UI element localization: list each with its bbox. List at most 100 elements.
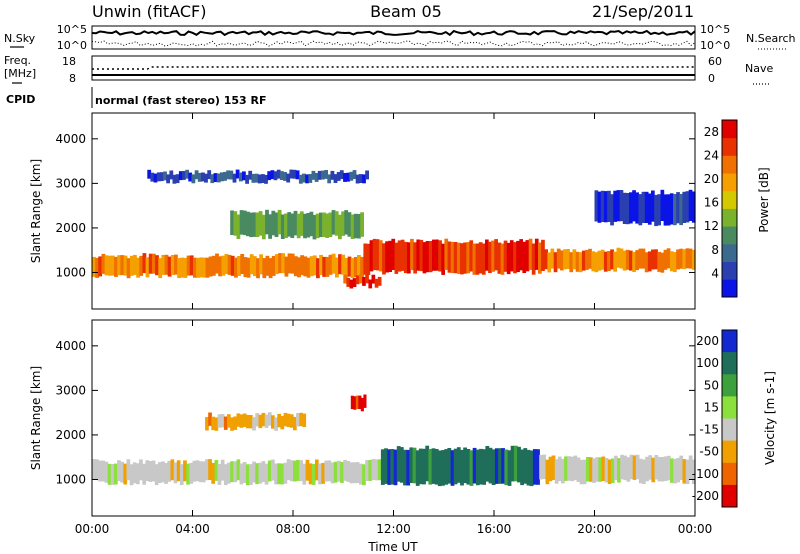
echo-cell [394,242,399,274]
echo-cell [626,457,631,482]
echo-cell [691,249,696,270]
echo-cell [201,461,206,483]
echo-cell [299,460,303,482]
echo-cell [104,461,109,483]
echo-cell [180,257,185,278]
echo-cell [286,459,291,481]
echo-cell [276,169,281,179]
echo-cell [277,463,281,485]
echo-cell [233,211,238,236]
echo-cell [352,278,357,287]
echo-cell [569,252,574,273]
echo-cell [205,417,209,431]
echo-cell [239,463,244,485]
x-tick-label: 00:00 [75,522,110,536]
echo-cell [245,174,249,184]
colorbar-tick-label: -200 [692,489,719,503]
echo-cell [343,459,347,481]
echo-cell [271,459,275,481]
echo-cell [444,449,449,485]
y-tick-label: 4000 [55,132,86,146]
echo-cell [220,414,225,428]
echo-cell [676,457,680,483]
echo-cell [641,191,646,223]
echo-cell [264,463,269,485]
echo-cell [268,258,273,279]
echo-cell [409,447,414,483]
echo-cell [216,173,221,183]
echo-cell [403,241,408,274]
echo-cell [211,255,216,276]
echo-cell [319,212,323,238]
echo-cell [186,255,191,276]
echo-cell [475,449,480,486]
y-tick-label: 3000 [55,176,86,190]
colorbar-swatch [722,396,737,419]
echo-cell [578,252,583,273]
echo-cell [123,255,128,276]
echo-cell [336,172,341,181]
echo-cell [197,172,202,182]
echo-cell [419,239,424,272]
echo-cell [507,450,512,486]
echo-cell [366,243,371,275]
echo-cell [133,254,137,275]
echo-cell [239,210,244,235]
echo-cell [153,173,158,183]
velocity-heatmap [92,394,696,487]
echo-cell [309,256,314,277]
echo-cell [142,253,147,274]
echo-cell [230,461,234,483]
echo-cell [519,239,523,271]
echo-cell [503,240,508,272]
power-colorbar-label: Power [dB] [757,167,771,232]
echo-cell [315,459,319,481]
echo-cell [647,193,652,225]
echo-cell [255,413,259,427]
echo-cell [545,459,550,485]
echo-cell [642,459,646,484]
echo-cell [281,253,286,274]
echo-cell [638,458,643,484]
echo-cell [252,212,257,237]
echo-cell [346,172,351,182]
echo-cell [101,253,106,274]
echo-cell [572,249,577,270]
echo-cell [575,251,580,272]
echo-cell [193,257,197,278]
echo-cell [648,455,652,480]
echo-cell [663,194,668,226]
echo-cell [567,456,571,481]
echo-cell [600,249,605,270]
echo-cell [256,258,260,279]
echo-cell [306,257,311,278]
echo-cell [265,209,269,235]
echo-cell [236,214,241,239]
echo-cell [534,238,539,270]
echo-cell [350,395,354,410]
echo-cell [290,253,295,274]
echo-cell [598,457,603,482]
echo-cell [150,172,155,182]
colorbar-swatch [722,279,737,298]
y-tick-label: 1000 [55,472,86,486]
nsearch-label: N.Search [746,32,796,45]
echo-cell [623,455,627,481]
echo-cell [526,449,531,486]
echo-cell [597,250,602,271]
echo-cell [129,255,134,276]
echo-cell [159,172,164,182]
echo-cell [145,257,150,278]
colorbar-swatch [722,440,737,464]
echo-cell [592,458,596,483]
echo-cell [573,455,578,481]
echo-cell [309,211,314,237]
echo-cell [319,254,323,275]
echo-cell [635,192,639,224]
echo-cell [576,457,581,482]
echo-cell [296,213,301,239]
nsearch-tick-high: 10^5 [700,23,730,36]
echo-cell [557,456,562,482]
colorbar-tick-label: 16 [704,196,719,210]
